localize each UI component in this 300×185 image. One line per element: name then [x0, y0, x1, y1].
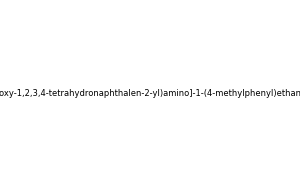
Text: 2-[(6,7-dimethoxy-1,2,3,4-tetrahydronaphthalen-2-yl)amino]-1-(4-methylphenyl)eth: 2-[(6,7-dimethoxy-1,2,3,4-tetrahydronaph…: [0, 89, 300, 98]
